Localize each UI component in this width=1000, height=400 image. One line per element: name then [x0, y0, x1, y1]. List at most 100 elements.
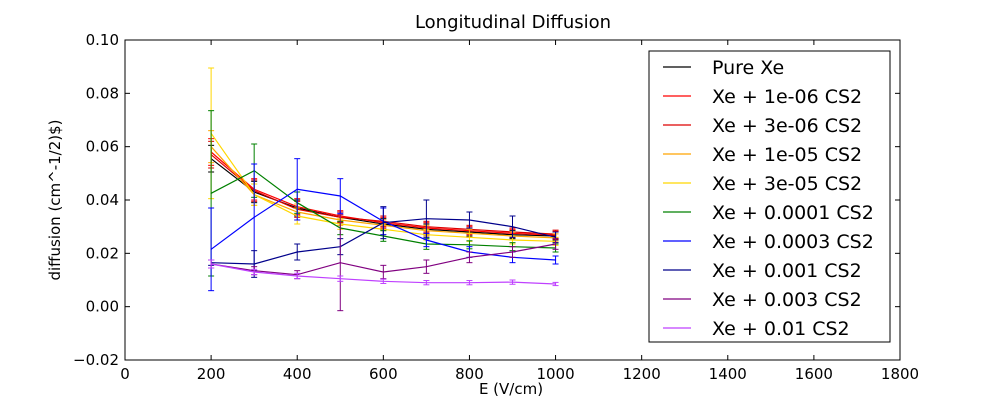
legend-label: Pure Xe: [712, 57, 784, 79]
data-point: [253, 263, 255, 265]
data-point: [554, 283, 557, 285]
legend-label: Xe + 1e-06 CS2: [712, 86, 862, 108]
data-point: [554, 236, 557, 238]
data-point: [382, 271, 384, 273]
data-point: [511, 226, 514, 228]
x-tick-label: 1800: [881, 365, 919, 383]
data-point: [425, 218, 427, 220]
y-tick-label: 0.02: [86, 244, 119, 262]
y-tick-label: 0.00: [86, 298, 119, 316]
error-bar: [251, 268, 258, 276]
y-tick-label: 0.08: [86, 84, 119, 102]
data-point: [339, 278, 341, 280]
data-point: [468, 256, 471, 258]
chart-title: Longitudinal Diffusion: [415, 12, 611, 33]
legend-item: Xe + 3e-06 CS2: [663, 115, 862, 137]
error-bar: [552, 238, 559, 250]
x-tick-label: 800: [455, 365, 484, 383]
y-tick-label: −0.02: [73, 351, 119, 369]
error-bar: [294, 158, 301, 221]
x-tick-label: 1400: [709, 365, 747, 383]
legend-label: Xe + 3e-05 CS2: [712, 173, 862, 195]
data-point: [468, 219, 471, 221]
error-bar: [466, 280, 473, 286]
legend-label: Xe + 0.003 CS2: [712, 289, 862, 311]
series-9: [208, 259, 559, 287]
data-point: [339, 262, 341, 264]
data-point: [554, 259, 557, 261]
legend-item: Xe + 3e-05 CS2: [663, 173, 862, 195]
legend-label: Xe + 1e-05 CS2: [712, 144, 862, 166]
data-point: [382, 222, 384, 224]
data-point: [382, 280, 384, 282]
error-bar: [337, 178, 344, 214]
error-bar: [466, 211, 473, 229]
data-point: [468, 244, 471, 246]
error-bar: [380, 278, 387, 284]
data-point: [339, 195, 341, 197]
data-point: [554, 243, 557, 245]
error-bar: [552, 281, 559, 287]
x-tick-label: 1200: [623, 365, 661, 383]
legend-item: Xe + 0.003 CS2: [663, 289, 862, 311]
data-point: [425, 266, 427, 268]
y-tick-label: 0.04: [86, 191, 119, 209]
error-bar: [423, 259, 430, 274]
legend-box: [648, 50, 891, 343]
legend-label: Xe + 0.01 CS2: [712, 318, 850, 340]
error-bar: [509, 279, 516, 285]
y-tick-label: 0.10: [86, 31, 119, 49]
legend-item: Xe + 0.001 CS2: [663, 260, 862, 282]
error-bar: [509, 246, 516, 258]
error-bar: [337, 275, 344, 282]
data-point: [210, 248, 212, 250]
legend-item: Xe + 1e-06 CS2: [663, 86, 862, 108]
error-bar: [337, 214, 344, 312]
data-point: [468, 282, 471, 284]
y-axis-label: diffusion (cm^-1/2)$): [46, 119, 64, 280]
data-point: [425, 282, 427, 284]
error-bar: [380, 206, 387, 240]
error-bar: [466, 251, 473, 264]
data-point: [468, 236, 471, 238]
legend-label: Xe + 0.0003 CS2: [712, 231, 874, 253]
legend-label: Xe + 3e-06 CS2: [712, 115, 862, 137]
data-point: [253, 216, 255, 218]
data-point: [253, 271, 255, 273]
legend-item: Xe + 0.01 CS2: [663, 318, 850, 340]
legend-item: Xe + 1e-05 CS2: [663, 144, 862, 166]
error-bar: [294, 272, 301, 280]
data-point: [210, 192, 212, 194]
error-bar: [509, 215, 516, 238]
error-bar: [294, 243, 301, 261]
data-point: [296, 251, 298, 253]
data-point: [511, 239, 514, 241]
x-tick-label: 1600: [795, 365, 833, 383]
x-axis-label: E (V/cm): [479, 380, 543, 398]
series-7: [208, 199, 559, 278]
legend: Pure Xe Xe + 1e-06 CS2 Xe + 3e-06 CS2 Xe + …: [648, 50, 891, 343]
legend-item: Xe + 0.0003 CS2: [663, 231, 874, 253]
legend-item: Xe + 0.0001 CS2: [663, 202, 874, 224]
legend-label: Xe + 0.001 CS2: [712, 260, 862, 282]
x-tick-label: 600: [369, 365, 398, 383]
error-bar: [208, 259, 215, 269]
plot-area: 0 200 400 600 800 1000 1200 1400 1600 1800 −0.02 0.…: [73, 31, 919, 383]
error-bar: [423, 199, 430, 238]
error-bar: [552, 255, 559, 265]
x-tick-label: 0: [120, 365, 130, 383]
legend-item: Pure Xe: [663, 57, 784, 79]
error-bar: [423, 280, 430, 286]
data-point: [296, 188, 298, 190]
data-point: [210, 263, 212, 265]
data-point: [296, 275, 298, 277]
x-tick-label: 1000: [536, 365, 574, 383]
x-tick-label: 200: [197, 365, 226, 383]
error-bar: [380, 264, 387, 280]
x-tick-label: 400: [283, 365, 312, 383]
data-point: [511, 251, 514, 253]
y-tick-label: 0.06: [86, 138, 119, 156]
legend-label: Xe + 0.0001 CS2: [712, 202, 874, 224]
data-point: [425, 239, 427, 241]
